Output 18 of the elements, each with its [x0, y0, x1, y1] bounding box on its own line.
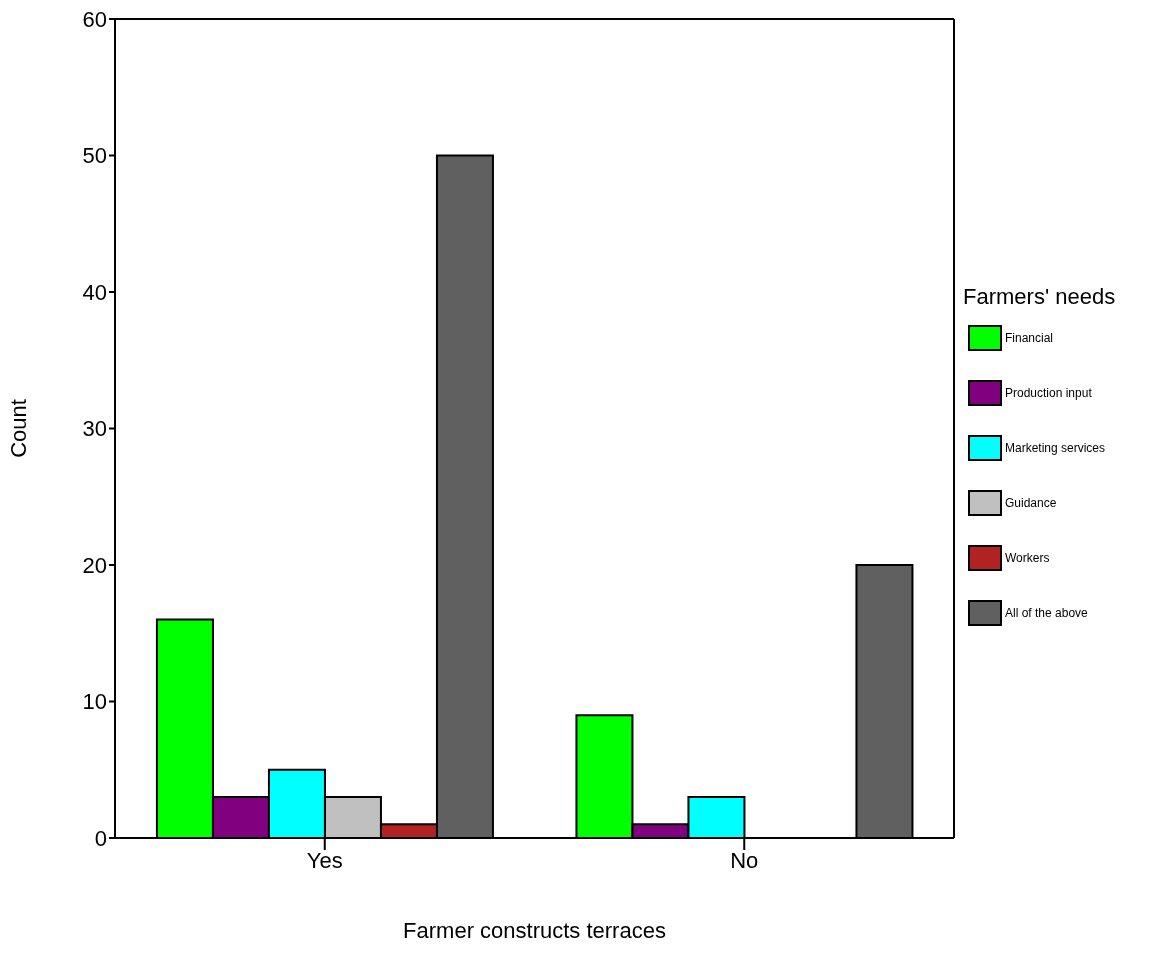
legend-title: Farmers' needs — [963, 284, 1116, 309]
y-tick-label: 50 — [82, 143, 107, 169]
legend-label: Financial — [1005, 331, 1054, 345]
x-tick-label: Yes — [306, 847, 343, 873]
x-axis-title: Farmer constructs terraces — [403, 918, 666, 943]
legend-label: Guidance — [1005, 496, 1057, 510]
y-tick-label: 30 — [82, 416, 107, 442]
legend-label: All of the above — [1005, 606, 1089, 620]
x-tick-label: No — [730, 847, 759, 873]
y-tick-label: 0 — [94, 825, 107, 851]
y-axis-title: Count — [5, 399, 31, 458]
y-tick-label: 40 — [82, 279, 107, 305]
legend-label: Marketing services — [1005, 441, 1106, 455]
legend-label: Production input — [1005, 386, 1093, 400]
legend-label: Workers — [1005, 551, 1050, 565]
y-tick-label: 10 — [82, 689, 107, 715]
y-tick-label: 20 — [82, 552, 107, 578]
y-tick-label: 60 — [82, 6, 107, 32]
